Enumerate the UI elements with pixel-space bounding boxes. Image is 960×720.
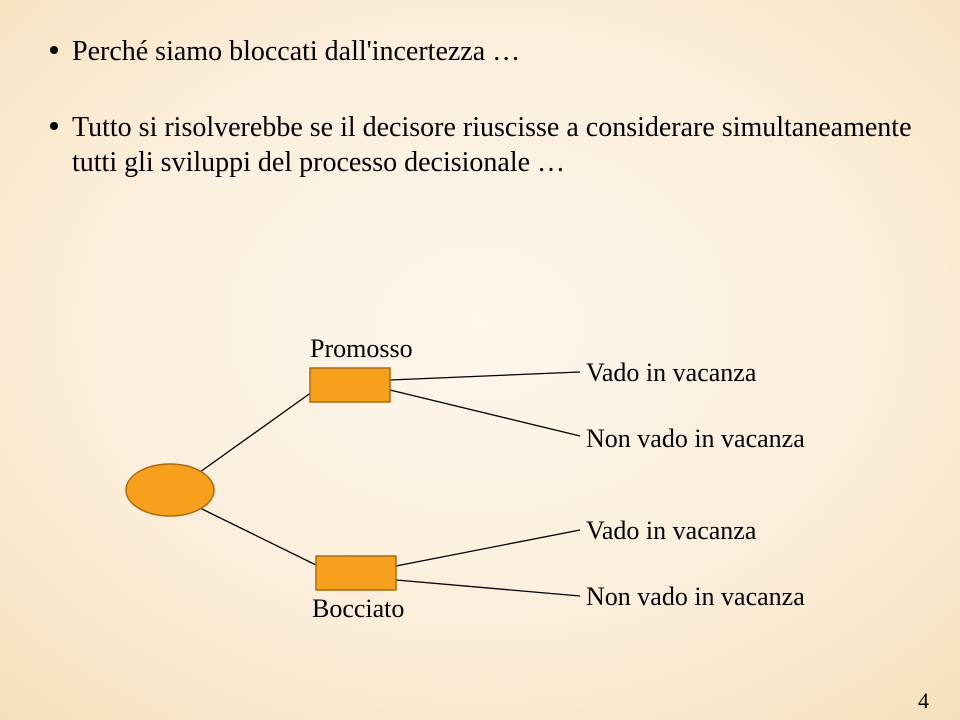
mid-node-bocciato: [316, 556, 396, 590]
tree-edge: [200, 508, 318, 566]
leaf-label: Vado in vacanza: [586, 516, 756, 546]
leaf-label: Non vado in vacanza: [586, 424, 805, 454]
tree-edge: [200, 392, 312, 472]
tree-edge: [396, 530, 580, 566]
root-node: [126, 464, 214, 516]
tree-edge: [390, 372, 580, 380]
leaf-label: Vado in vacanza: [586, 358, 756, 388]
node-label-promosso: Promosso: [310, 334, 413, 364]
tree-edge: [390, 390, 580, 436]
mid-node-promosso: [310, 368, 390, 402]
leaf-label: Non vado in vacanza: [586, 582, 805, 612]
slide: Perché siamo bloccati dall'incertezza …T…: [0, 0, 960, 720]
page-number: 4: [918, 688, 929, 714]
node-label-bocciato: Bocciato: [312, 594, 404, 624]
decision-tree-diagram: [0, 0, 960, 720]
tree-edge: [396, 580, 580, 596]
